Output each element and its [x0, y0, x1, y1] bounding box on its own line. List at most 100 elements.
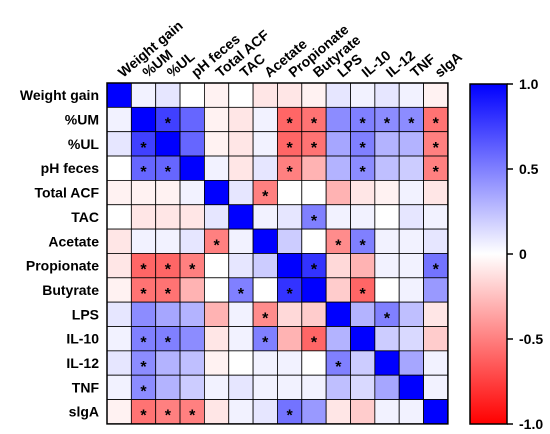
row-label: pH feces	[41, 160, 100, 176]
heatmap-cell-r8-c2	[155, 277, 181, 303]
significance-star: *	[140, 383, 147, 400]
heatmap-cell-r1-c5	[228, 106, 254, 133]
heatmap-cell-r2-c5	[228, 131, 254, 157]
heatmap-cell-r5-c3	[179, 204, 205, 230]
heatmap-cell-r7-c5	[228, 253, 254, 279]
heatmap-cell-r0-c0	[106, 82, 132, 108]
heatmap-cell-r4-c0	[106, 179, 132, 206]
heatmap-cell-r3-c6	[252, 155, 278, 181]
heatmap-cell-r12-c3	[179, 374, 205, 400]
significance-star: *	[360, 140, 367, 157]
significance-star: *	[189, 408, 196, 425]
heatmap-cell-r9-c9	[325, 301, 351, 327]
heatmap-cell-r3-c10	[350, 155, 376, 181]
heatmap-cell-r11-c10	[350, 350, 376, 376]
heatmap-cell-r4-c4	[203, 179, 230, 206]
heatmap-cell-r11-c13	[423, 350, 449, 376]
heatmap-cell-r8-c4	[203, 277, 230, 303]
heatmap-cell-r12-c8	[301, 374, 327, 400]
heatmap-cell-r12-c4	[203, 374, 230, 400]
heatmap-cell-r5-c9	[325, 204, 351, 230]
heatmap-cell-r8-c6	[252, 277, 278, 303]
heatmap-cell-r6-c11	[374, 228, 400, 254]
heatmap-cell-r5-c2	[155, 204, 181, 230]
heatmap-cell-r12-c0	[106, 374, 132, 400]
row-label: IL-12	[66, 355, 99, 371]
heatmap-cell-r0-c4	[203, 82, 230, 108]
heatmap-cell-r8-c12	[398, 277, 424, 303]
significance-star: *	[140, 286, 147, 303]
heatmap-cell-r4-c9	[325, 179, 351, 206]
heatmap-cell-r11-c5	[228, 350, 254, 376]
heatmap-cell-r12-c10	[350, 374, 376, 400]
significance-star: *	[262, 310, 269, 327]
heatmap-cell-r12-c11	[374, 374, 400, 400]
heatmap-cell-r4-c10	[350, 179, 376, 206]
heatmap-cell-r8-c3	[179, 277, 205, 303]
heatmap-cell-r3-c9	[325, 155, 351, 181]
heatmap-cell-r7-c4	[203, 253, 230, 279]
heatmap-cell-r12-c6	[252, 374, 278, 400]
significance-star: *	[287, 286, 294, 303]
heatmap-cell-r9-c8	[301, 301, 327, 327]
heatmap-cell-r8-c8	[301, 277, 327, 303]
significance-star: *	[384, 310, 391, 327]
significance-star: *	[140, 359, 147, 376]
heatmap-cell-r10-c11	[374, 326, 400, 352]
heatmap-cell-r13-c12	[398, 399, 424, 425]
colorbar-tick-label: 0	[519, 246, 527, 262]
heatmap-cell-r4-c2	[155, 179, 181, 206]
heatmap-cell-r4-c1	[130, 179, 157, 206]
heatmap-cell-r1-c9	[325, 106, 351, 133]
heatmap-cell-r8-c0	[106, 277, 132, 303]
heatmap-cell-r7-c13	[423, 253, 449, 279]
significance-star: *	[140, 164, 147, 181]
heatmap-cell-r1-c3	[179, 106, 205, 133]
colorbar-gradient	[469, 83, 508, 425]
heatmap-cell-r5-c13	[423, 204, 449, 230]
significance-star: *	[360, 116, 367, 133]
significance-star: *	[384, 116, 391, 133]
heatmap-cell-r2-c11	[374, 131, 400, 157]
heatmap-cell-r0-c11	[374, 82, 400, 108]
heatmap-cell-r4-c7	[277, 179, 303, 206]
heatmap-cell-r12-c5	[228, 374, 254, 400]
significance-star: *	[140, 408, 147, 425]
heatmap-cell-r6-c8	[301, 228, 327, 254]
heatmap-cell-r10-c3	[179, 326, 205, 352]
colorbar: 1.0 0.5 0 -0.5 -1.0	[469, 76, 543, 432]
row-label: Propionate	[26, 258, 99, 274]
heatmap-cell-r10-c9	[325, 326, 351, 352]
heatmap-cell-r13-c0	[106, 399, 132, 425]
heatmap-cell-r6-c4	[203, 228, 230, 254]
heatmap-cell-r13-c13	[423, 399, 449, 425]
significance-star: *	[262, 189, 269, 206]
significance-star: *	[433, 164, 440, 181]
row-label: Weight gain	[20, 87, 99, 103]
heatmap-cell-r8-c9	[325, 277, 351, 303]
colorbar-tick-label: -0.5	[519, 331, 543, 347]
significance-star: *	[433, 140, 440, 157]
heatmap-cell-r11-c6	[252, 350, 278, 376]
heatmap-cell-r2-c13	[423, 131, 449, 157]
heatmap-cell-r7-c9	[325, 253, 351, 279]
heatmap-cell-r9-c7	[277, 301, 303, 327]
row-label: slgA	[69, 404, 99, 420]
heatmap-cell-r9-c0	[106, 301, 132, 327]
heatmap-cell-r10-c2	[155, 326, 181, 352]
heatmap-cell-r10-c10	[350, 326, 376, 352]
heatmap-cell-r7-c12	[398, 253, 424, 279]
heatmap-cell-r5-c5	[228, 204, 254, 230]
significance-star: *	[360, 164, 367, 181]
significance-star: *	[165, 408, 172, 425]
significance-star: *	[360, 237, 367, 254]
heatmap-cell-r2-c8	[301, 131, 327, 157]
row-label: %UM	[65, 112, 99, 128]
heatmap-cell-r11-c12	[398, 350, 424, 376]
heatmap-cell-r3-c13	[423, 155, 449, 181]
significance-star: *	[311, 140, 318, 157]
heatmap-cell-r3-c11	[374, 155, 400, 181]
heatmap-cell-r10-c5	[228, 326, 254, 352]
heatmap-cell-r0-c9	[325, 82, 351, 108]
